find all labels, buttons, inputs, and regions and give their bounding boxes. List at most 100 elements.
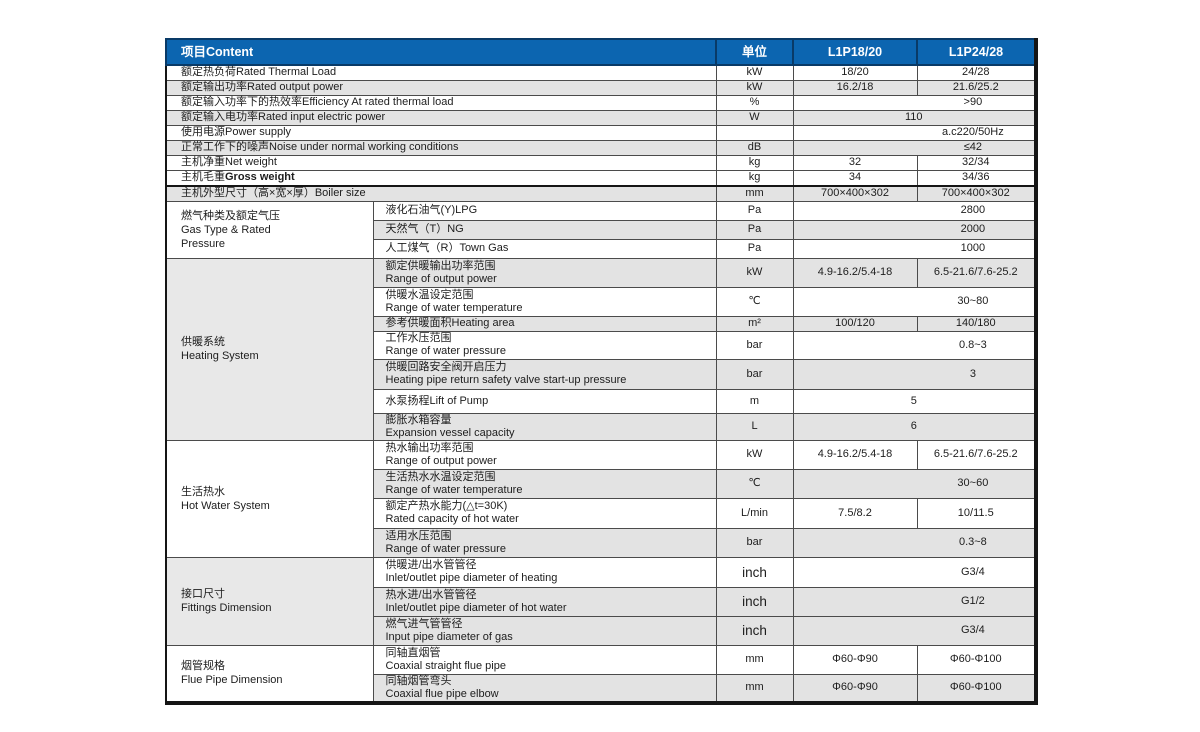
row-label: 使用电源Power supply bbox=[165, 124, 717, 141]
table-row: 接口尺寸 Fittings Dimension 供暖进/出水管管径 Inlet/ou… bbox=[165, 556, 1037, 646]
value-cell-merged: 2000 bbox=[792, 219, 1037, 240]
value-cell: 34 bbox=[792, 169, 918, 187]
value-cell-merged: >90 bbox=[792, 94, 1037, 111]
unit-cell: ℃ bbox=[715, 286, 794, 317]
row-label: 主机毛重Gross weight bbox=[165, 169, 717, 187]
row-label: 参考供暖面积Heating area bbox=[372, 315, 717, 332]
unit-cell: kW bbox=[715, 79, 794, 96]
unit-cell: mm bbox=[715, 673, 794, 704]
value-cell: 140/180 bbox=[916, 315, 1037, 332]
table-row: 燃气进气管管径 Input pipe diameter of gas inch G… bbox=[166, 615, 1037, 646]
row-label: 供暖进/出水管管径 Inlet/outlet pipe diameter of h… bbox=[372, 556, 717, 588]
value-cell-merged: G1/2 bbox=[792, 586, 1037, 617]
row-label: 供暖水温设定范围 Range of water temperature bbox=[372, 286, 717, 317]
table-row: 主机净重Net weight kg 32 32/34 bbox=[165, 154, 1037, 171]
unit-cell: L/min bbox=[715, 497, 794, 529]
table-row: 供暖回路安全阀开启压力 Heating pipe return safety va… bbox=[166, 358, 1037, 390]
unit-cell: inch bbox=[715, 615, 794, 646]
value-cell: 4.9-16.2/5.4-18 bbox=[792, 439, 918, 470]
value-cell-merged: 30~80 bbox=[792, 286, 1037, 317]
value-cell-merged: G3/4 bbox=[792, 556, 1037, 588]
row-label: 液化石油气(Y)LPG bbox=[372, 200, 717, 221]
value-cell: 100/120 bbox=[792, 315, 918, 332]
row-label: 同轴直烟管 Coaxial straight flue pipe bbox=[372, 644, 717, 675]
unit-cell: m bbox=[715, 388, 794, 414]
value-cell: 700×400×302 bbox=[916, 185, 1037, 202]
unit-cell: mm bbox=[715, 185, 794, 202]
unit-cell: mm bbox=[715, 644, 794, 675]
unit-cell: inch bbox=[715, 586, 794, 617]
unit-cell: bar bbox=[715, 358, 794, 390]
row-label: 正常工作下的噪声Noise under normal working condi… bbox=[165, 139, 717, 156]
value-cell: 32 bbox=[792, 154, 918, 171]
table-row: 额定输入电功率Rated input electric power W 110 bbox=[165, 109, 1037, 126]
group-label-flue-pipe-dimension: 烟管规格 Flue Pipe Dimension bbox=[165, 644, 374, 704]
row-label: 天然气（T）NG bbox=[372, 219, 717, 240]
value-cell-merged: 110 bbox=[792, 109, 1037, 126]
row-label: 主机外型尺寸（高×宽×厚）Boiler size bbox=[165, 185, 717, 202]
unit-cell: kW bbox=[715, 257, 794, 288]
table-row: 额定输出功率Rated output power kW 16.2/18 21.6… bbox=[165, 79, 1037, 96]
spec-sheet: 项目Content 单位 L1P18/20 L1P24/28 额定热负荷Rate… bbox=[165, 38, 1038, 705]
unit-cell: ℃ bbox=[715, 468, 794, 499]
table-row: 人工煤气（R）Town Gas Pa 1000 bbox=[166, 238, 1037, 259]
value-cell: 21.6/25.2 bbox=[916, 79, 1037, 96]
unit-cell bbox=[715, 124, 794, 141]
unit-cell: L bbox=[715, 412, 794, 441]
table-row: 使用电源Power supply a.c220/50Hz bbox=[165, 124, 1037, 141]
value-cell: 18/20 bbox=[792, 64, 918, 81]
unit-cell: kg bbox=[715, 154, 794, 171]
row-label: 人工煤气（R）Town Gas bbox=[372, 238, 717, 259]
row-label: 工作水压范围 Range of water pressure bbox=[372, 330, 717, 360]
row-label: 适用水压范围 Range of water pressure bbox=[372, 527, 717, 558]
table-row: 天然气（T）NG Pa 2000 bbox=[166, 219, 1037, 240]
group-label-fittings-dimension: 接口尺寸 Fittings Dimension bbox=[165, 556, 374, 646]
value-cell: 34/36 bbox=[916, 169, 1037, 187]
unit-cell: kW bbox=[715, 439, 794, 470]
value-cell: 6.5-21.6/7.6-25.2 bbox=[916, 257, 1037, 288]
table-row: 烟管规格 Flue Pipe Dimension 同轴直烟管 Coaxial str… bbox=[165, 644, 1037, 704]
table-row: 生活热水 Hot Water System 热水输出功率范围 Range of ou… bbox=[165, 439, 1037, 558]
value-cell-merged: 6 bbox=[792, 412, 1037, 441]
value-cell-merged: 5 bbox=[792, 388, 1037, 414]
table-row: 主机毛重Gross weight kg 34 34/36 bbox=[165, 169, 1037, 187]
value-cell: 10/11.5 bbox=[916, 497, 1037, 529]
table-row: 同轴烟管弯头 Coaxial flue pipe elbow mm Φ60-Φ90… bbox=[166, 673, 1037, 704]
unit-cell: kW bbox=[715, 64, 794, 81]
value-cell: 700×400×302 bbox=[792, 185, 918, 202]
row-label: 燃气进气管管径 Input pipe diameter of gas bbox=[372, 615, 717, 646]
row-label: 额定热负荷Rated Thermal Load bbox=[165, 64, 717, 81]
group-label-gas: 燃气种类及额定气压 Gas Type & Rated Pressure bbox=[165, 200, 374, 259]
row-label: 水泵扬程Lift of Pump bbox=[372, 388, 717, 414]
table-row: 燃气种类及额定气压 Gas Type & Rated Pressure 液化石油气(… bbox=[165, 200, 1037, 259]
group-label-hot-water-system: 生活热水 Hot Water System bbox=[165, 439, 374, 558]
row-label: 额定输入电功率Rated input electric power bbox=[165, 109, 717, 126]
row-label: 额定产热水能力(△t=30K) Rated capacity of hot wat… bbox=[372, 497, 717, 529]
table-row: 额定产热水能力(△t=30K) Rated capacity of hot wat… bbox=[166, 497, 1037, 529]
unit-cell: kg bbox=[715, 169, 794, 187]
header-model-l1p24-28: L1P24/28 bbox=[916, 38, 1037, 66]
table-row: 额定输入功率下的热效率Efficiency At rated thermal l… bbox=[165, 94, 1037, 111]
row-label: 热水进/出水管管径 Inlet/outlet pipe diameter of h… bbox=[372, 586, 717, 617]
unit-cell: W bbox=[715, 109, 794, 126]
value-cell-merged: a.c220/50Hz bbox=[792, 124, 1037, 141]
unit-cell: inch bbox=[715, 556, 794, 588]
unit-cell: dB bbox=[715, 139, 794, 156]
table-row: 参考供暖面积Heating area m² 100/120 140/180 bbox=[166, 315, 1037, 332]
value-cell: Φ60-Φ90 bbox=[792, 673, 918, 704]
unit-cell: bar bbox=[715, 330, 794, 360]
row-label: 额定供暖输出功率范围 Range of output power bbox=[372, 257, 717, 288]
value-cell-merged: 0.3~8 bbox=[792, 527, 1037, 558]
header-row: 项目Content 单位 L1P18/20 L1P24/28 bbox=[165, 38, 1037, 66]
table-row: 主机外型尺寸（高×宽×厚）Boiler size mm 700×400×302 … bbox=[165, 185, 1037, 202]
unit-cell: bar bbox=[715, 527, 794, 558]
row-label: 同轴烟管弯头 Coaxial flue pipe elbow bbox=[372, 673, 717, 704]
unit-cell: % bbox=[715, 94, 794, 111]
row-label: 热水输出功率范围 Range of output power bbox=[372, 439, 717, 470]
header-model-l1p18-20: L1P18/20 bbox=[792, 38, 918, 66]
value-cell-merged: 30~60 bbox=[792, 468, 1037, 499]
value-cell: 16.2/18 bbox=[792, 79, 918, 96]
table-row: 额定热负荷Rated Thermal Load kW 18/20 24/28 bbox=[165, 64, 1037, 81]
header-unit: 单位 bbox=[715, 38, 794, 66]
value-cell: 6.5-21.6/7.6-25.2 bbox=[916, 439, 1037, 470]
